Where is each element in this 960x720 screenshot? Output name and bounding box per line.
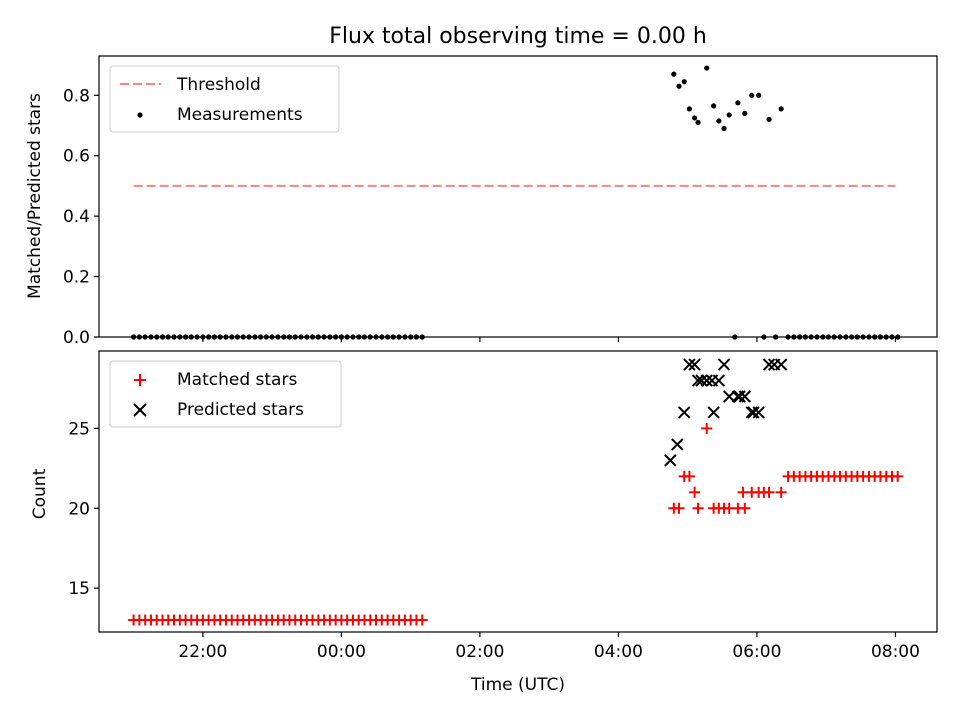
matched-star-point <box>683 470 695 482</box>
matched-star-point <box>737 486 749 498</box>
predicted-star-point <box>705 374 719 387</box>
predicted-star-point <box>683 358 696 371</box>
bottom-y-tick-label: 15 <box>68 579 90 599</box>
top-y-axis-label: Matched/Predicted stars <box>25 93 45 299</box>
x-tick-label: 06:00 <box>732 642 781 662</box>
legend-matched-label: Matched stars <box>177 370 297 390</box>
matched-star-point <box>892 470 904 482</box>
predicted-star-point <box>671 438 684 451</box>
x-tick-label: 02:00 <box>455 642 504 662</box>
matched-star-point <box>416 614 428 626</box>
predicted-star-point <box>664 454 677 467</box>
legend-measurements-marker <box>137 112 143 118</box>
bottom-axes-frame <box>98 350 938 633</box>
top-legend: Threshold Measurements <box>109 65 340 133</box>
top-y-tick-label: 0.0 <box>63 328 90 348</box>
matched-star-point <box>775 486 787 498</box>
measurement-point <box>749 92 755 98</box>
measurement-point <box>692 115 698 121</box>
bottom-panel: 15 20 25 22:00 00:00 02:00 04:00 06:00 08:00 Co… <box>30 350 938 695</box>
x-axis-label: Time (UTC) <box>470 675 565 695</box>
matched-star-point <box>673 502 685 514</box>
measurement-point <box>716 118 722 124</box>
top-y-ticks: 0.0 0.2 0.4 0.6 0.8 <box>63 86 99 348</box>
measurement-point <box>756 92 762 98</box>
predicted-star-point <box>700 374 713 387</box>
measurement-point <box>742 110 748 117</box>
legend-threshold-label: Threshold <box>176 75 261 95</box>
legend-predicted-label: Predicted stars <box>177 400 304 420</box>
measurement-point <box>778 106 784 112</box>
x-tick-label: 08:00 <box>871 642 920 662</box>
top-y-tick-label: 0.2 <box>63 268 90 288</box>
bottom-legend-box <box>109 360 342 428</box>
figure-title: Flux total observing time = 0.00 h <box>329 24 707 49</box>
predicted-star-point <box>688 358 701 371</box>
bottom-y-tick-label: 20 <box>68 499 90 519</box>
measurement-point <box>704 65 710 71</box>
bottom-x-ticks: 22:00 00:00 02:00 04:00 06:00 08:00 <box>178 632 920 662</box>
top-panel: 0.00.20.40.60.8 Matched/Predicted stars … <box>25 55 938 348</box>
x-tick-label: 04:00 <box>594 642 643 662</box>
predicted-star-point <box>747 406 760 419</box>
top-y-tick-label: 0.4 <box>63 207 90 227</box>
predicted-star-point <box>762 358 776 371</box>
measurement-point <box>766 116 772 123</box>
legend-predicted-marker <box>133 403 147 417</box>
matched-star-point <box>701 422 713 434</box>
matched-star-point <box>758 486 770 498</box>
predicted-star-point <box>738 390 752 403</box>
matched-star-point <box>692 502 704 514</box>
measurement-point <box>676 83 682 89</box>
bottom-plot-marks <box>128 358 904 626</box>
measurement-point <box>721 125 727 132</box>
predicted-star-point <box>707 406 720 419</box>
measurement-point <box>711 103 717 109</box>
measurement-point <box>695 119 701 126</box>
matched-star-point <box>739 502 751 514</box>
top-y-tick-label: 0.8 <box>63 86 90 106</box>
x-tick-label: 00:00 <box>317 642 366 662</box>
legend-measurements-label: Measurements <box>177 105 303 125</box>
predicted-star-point <box>752 406 765 419</box>
bottom-y-axis-label: Count <box>30 468 50 519</box>
bottom-y-tick-label: 25 <box>68 419 90 439</box>
top-x-ticks <box>202 337 897 342</box>
measurement-point <box>671 71 677 77</box>
bottom-y-ticks: 15 20 25 <box>68 419 99 599</box>
predicted-star-point <box>678 406 691 419</box>
measurement-point <box>681 79 687 85</box>
bottom-legend: Matched stars Predicted stars <box>109 360 342 428</box>
top-legend-box <box>109 65 340 133</box>
predicted-star-point <box>733 390 746 403</box>
matched-star-point <box>689 486 701 498</box>
measurement-point <box>686 106 693 112</box>
top-y-tick-label: 0.6 <box>63 147 90 167</box>
predicted-star-point <box>768 358 781 371</box>
predicted-star-point <box>695 374 708 387</box>
legend-matched-marker <box>134 374 146 386</box>
predicted-star-point <box>717 358 731 371</box>
x-tick-label: 22:00 <box>178 642 227 662</box>
top-axes-frame <box>98 55 938 338</box>
measurement-point <box>735 100 741 106</box>
measurement-point <box>726 112 732 118</box>
